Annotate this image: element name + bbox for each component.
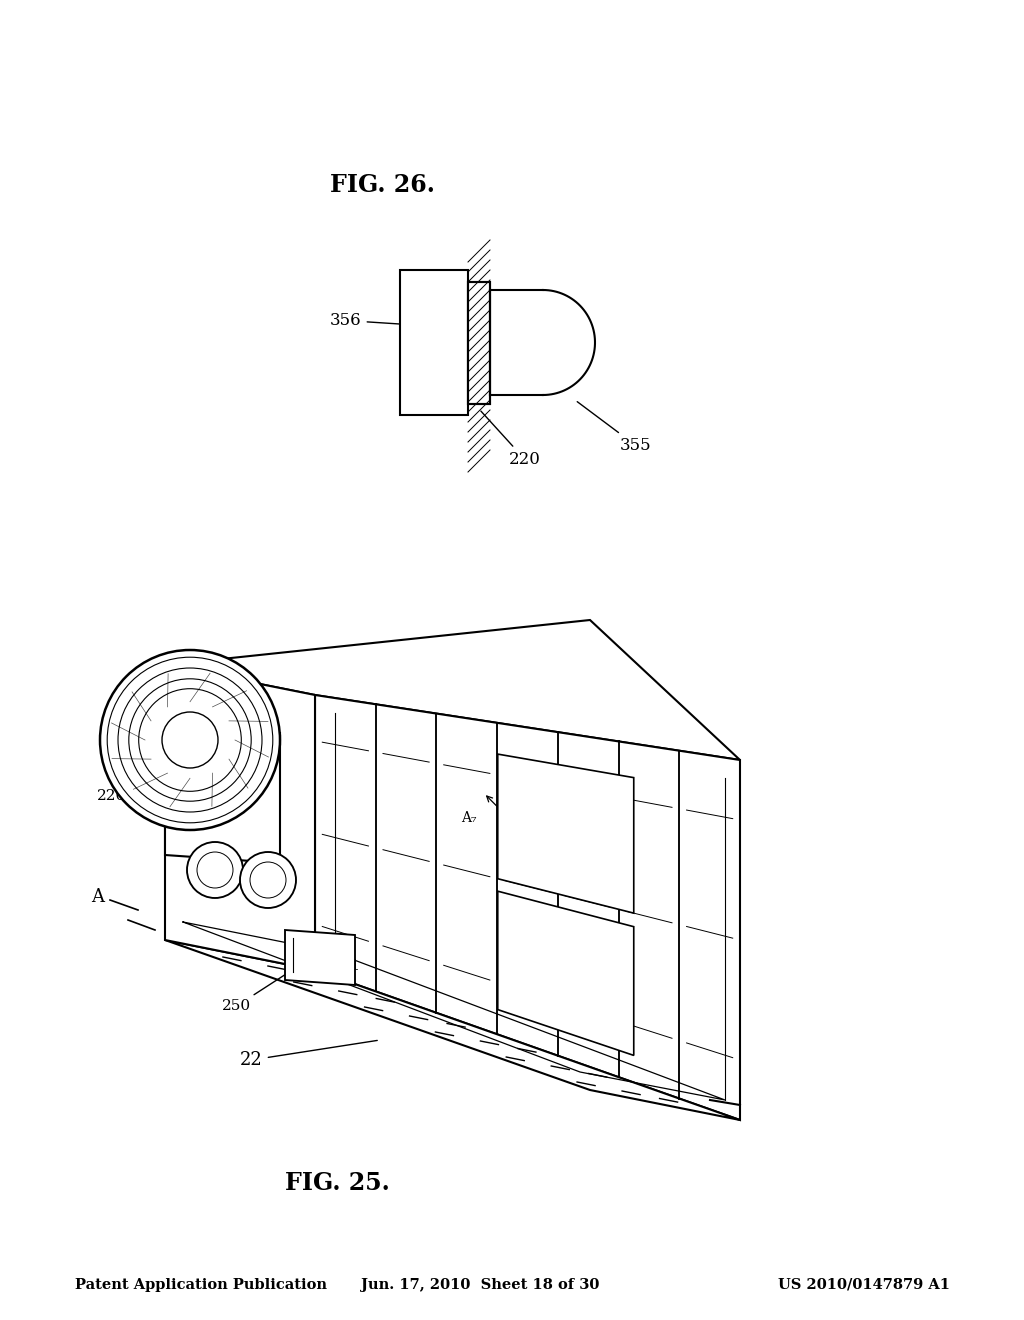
Text: 251: 251 — [323, 952, 361, 973]
Polygon shape — [498, 891, 634, 1056]
Text: FIG. 25.: FIG. 25. — [285, 1171, 390, 1195]
Polygon shape — [165, 940, 740, 1119]
Circle shape — [250, 862, 286, 898]
Bar — [468, 282, 490, 404]
Text: Jun. 17, 2010  Sheet 18 of 30: Jun. 17, 2010 Sheet 18 of 30 — [360, 1278, 599, 1292]
Polygon shape — [165, 725, 280, 863]
Polygon shape — [285, 931, 355, 985]
Circle shape — [100, 649, 280, 830]
Text: 250: 250 — [247, 857, 291, 888]
Text: 22: 22 — [240, 1040, 377, 1069]
Polygon shape — [165, 665, 315, 970]
Circle shape — [162, 711, 218, 768]
Polygon shape — [165, 620, 740, 760]
Text: 356: 356 — [330, 312, 413, 329]
Bar — [400, 271, 468, 414]
Bar — [468, 282, 490, 404]
Polygon shape — [490, 290, 595, 395]
Text: Patent Application Publication: Patent Application Publication — [75, 1278, 327, 1292]
Text: US 2010/0147879 A1: US 2010/0147879 A1 — [778, 1278, 950, 1292]
Text: FIG. 26.: FIG. 26. — [330, 173, 435, 197]
Circle shape — [240, 851, 296, 908]
Polygon shape — [315, 696, 740, 1119]
Text: 250: 250 — [222, 966, 298, 1012]
Text: 220: 220 — [97, 762, 163, 803]
Text: A₇: A₇ — [461, 810, 476, 825]
Polygon shape — [498, 754, 634, 913]
Bar — [468, 282, 490, 404]
Text: A: A — [91, 888, 104, 906]
Circle shape — [187, 842, 243, 898]
Text: 355: 355 — [578, 401, 651, 454]
Circle shape — [197, 851, 233, 888]
Text: 220: 220 — [481, 411, 541, 469]
